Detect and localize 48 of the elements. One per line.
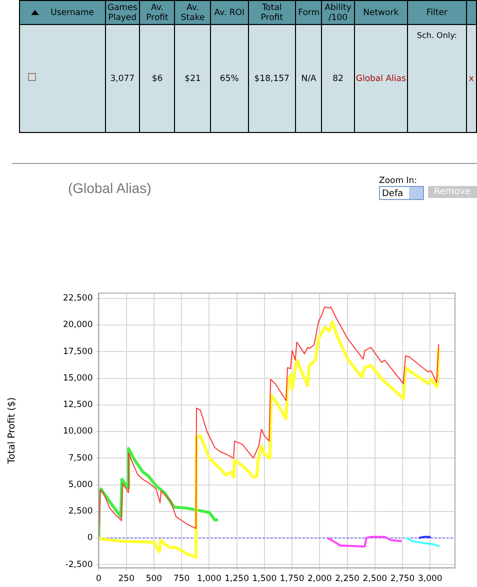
- x-tick-label: 2,000: [308, 574, 332, 584]
- x-tick-label: 0: [96, 574, 102, 584]
- text: $21: [184, 74, 201, 84]
- category-label: Total Profit: [248, 0, 296, 24]
- y-tick-label: 12,500: [62, 400, 93, 410]
- category-label: Games Played: [105, 0, 140, 24]
- text: Sch. Only:: [416, 31, 457, 40]
- text: $6: [152, 74, 163, 84]
- text: N/A: [301, 74, 316, 84]
- x-tick-label: 1,000: [197, 574, 222, 584]
- category-label: Form: [296, 0, 322, 24]
- text: 3,077: [110, 74, 135, 84]
- text: $18,157: [254, 74, 290, 84]
- y-tick-label: 2,500: [68, 506, 93, 517]
- x-tick-label: 1,500: [252, 574, 277, 584]
- category-label: Username: [20, 0, 106, 24]
- x-tick-label: 2,250: [335, 574, 360, 584]
- category-label: Ability /100: [322, 0, 354, 24]
- y-tick-label: 22,500: [62, 294, 93, 304]
- y-tick-label: -2,500: [65, 560, 93, 570]
- y-tick-label: 5,000: [68, 480, 93, 490]
- text: Global Alias: [356, 74, 406, 84]
- category-label: Av. ROI: [210, 0, 248, 24]
- y-tick-label: 7,500: [68, 453, 93, 464]
- x-tick-label: 250: [118, 574, 134, 584]
- category-label: Av. Stake: [174, 0, 211, 24]
- y-axis-title: Total Profit ($): [6, 396, 18, 466]
- category-label: Network: [354, 0, 408, 24]
- x-tick-label: 1,750: [280, 574, 304, 584]
- x-tick-label: 3,000: [418, 574, 442, 584]
- text: 65%: [220, 74, 239, 84]
- x-tick-label: 2,500: [362, 574, 388, 584]
- category-label: Filter: [408, 0, 466, 24]
- x-tick-label: 1,250: [224, 574, 249, 584]
- category-label: Av. Profit: [140, 0, 175, 24]
- x-tick-label: 750: [173, 574, 190, 584]
- text: Zoom In:: [379, 176, 418, 186]
- y-tick-label: 17,500: [62, 346, 93, 357]
- y-tick-label: 10,000: [62, 426, 93, 437]
- y-tick-label: 15,000: [62, 373, 93, 384]
- text: Defa: [379, 186, 424, 200]
- y-tick-label: 20,000: [62, 320, 93, 330]
- x-tick-label: 500: [146, 574, 162, 584]
- chart-title: (Global Alias): [68, 180, 152, 196]
- y-tick-label: 0: [87, 533, 93, 544]
- x-tick-label: 2,750: [390, 574, 415, 584]
- text: 82: [332, 74, 344, 84]
- text: x: [468, 74, 474, 84]
